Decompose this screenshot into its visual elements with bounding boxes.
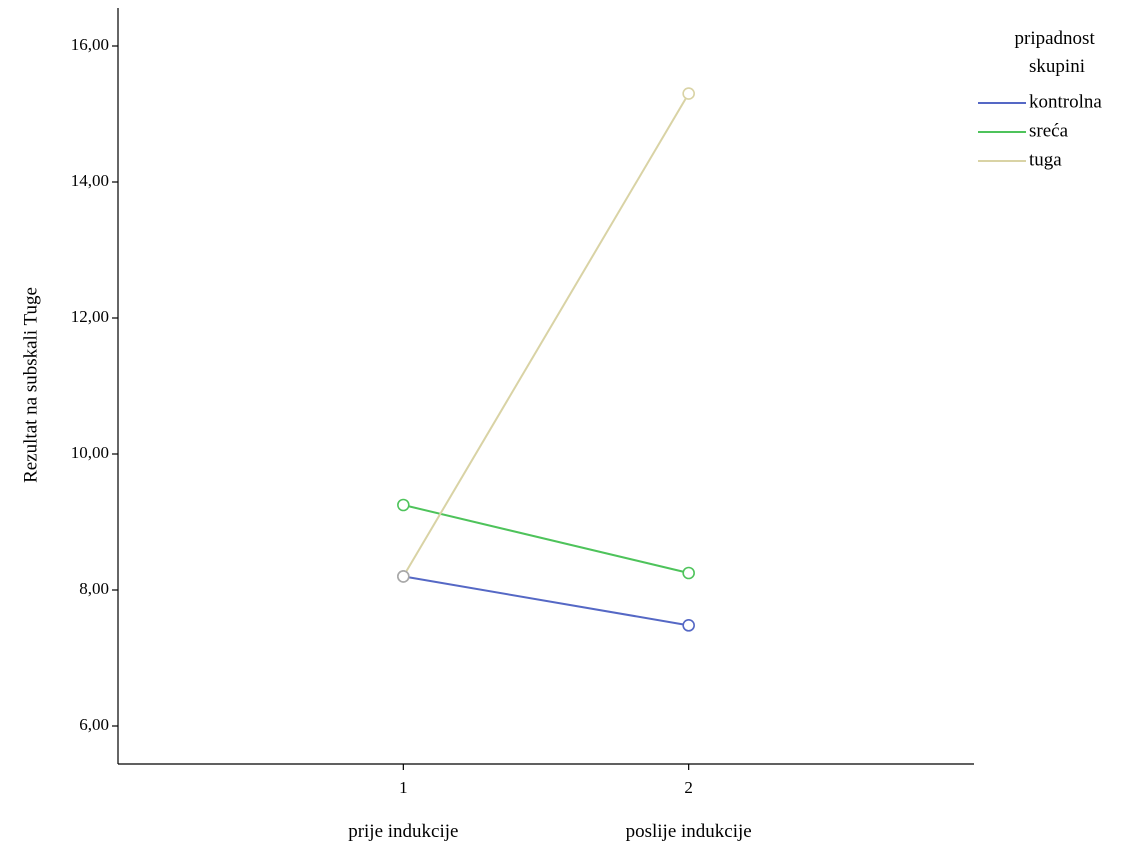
y-tick-label: 6,00 — [79, 715, 109, 734]
y-tick-label: 16,00 — [71, 35, 109, 54]
data-point — [682, 619, 695, 632]
axes — [117, 8, 974, 765]
data-point — [682, 87, 695, 100]
data-point — [397, 570, 410, 583]
legend-title-line-1: pripadnost — [1015, 28, 1096, 49]
x-tick-label: 1 — [399, 778, 408, 797]
x-category-label: prije indukcije — [348, 821, 458, 841]
y-tick-label: 14,00 — [71, 171, 109, 190]
data-point — [397, 498, 410, 512]
legend-title-line-2: skupini — [1029, 56, 1085, 77]
legend-label: kontrolna — [1029, 91, 1102, 112]
x-tick-label: 2 — [684, 778, 693, 797]
series-line — [403, 575, 689, 627]
data-point — [682, 566, 695, 580]
series-line — [403, 504, 689, 574]
x-category-label: poslije indukcije — [626, 821, 752, 841]
y-ticks: 6,00 8,00 10,00 12,00 14,00 16,00 — [71, 35, 118, 734]
y-tick-label: 10,00 — [71, 443, 109, 462]
series-lines — [402, 93, 690, 627]
x-ticks: 1 prije indukcije 2 poslije indukcije — [348, 764, 752, 841]
series-markers — [397, 87, 695, 632]
legend-label: sreća — [1029, 120, 1069, 141]
y-axis-title: Rezultat na subskali Tuge — [20, 287, 41, 483]
legend-title: pripadnost skupini — [1015, 28, 1100, 77]
legend: pripadnost skupini kontrolna sreća tuga — [978, 28, 1102, 170]
y-tick-label: 12,00 — [71, 307, 109, 326]
y-tick-label: 8,00 — [79, 579, 109, 598]
legend-items: kontrolna sreća tuga — [978, 91, 1102, 170]
series-line — [402, 93, 690, 577]
legend-label: tuga — [1029, 149, 1062, 170]
